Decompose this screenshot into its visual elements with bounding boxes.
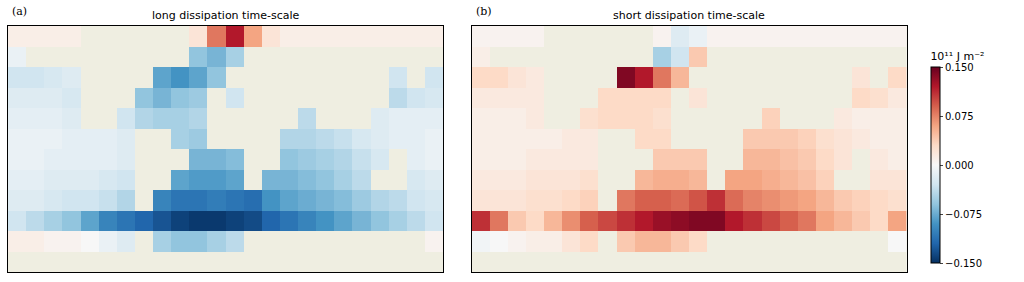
svg-text:(b): (b) — [476, 5, 492, 18]
svg-text:0.000: 0.000 — [945, 160, 974, 171]
svg-text:−0.075: −0.075 — [945, 209, 982, 220]
svg-text:short dissipation time-scale: short dissipation time-scale — [613, 9, 765, 22]
svg-text:0.075: 0.075 — [945, 111, 974, 122]
svg-text:−0.150: −0.150 — [945, 258, 982, 269]
svg-text:10¹¹ J m⁻²: 10¹¹ J m⁻² — [930, 50, 984, 63]
svg-text:long dissipation time-scale: long dissipation time-scale — [152, 9, 299, 22]
svg-text:(a): (a) — [12, 5, 27, 18]
svg-text:0.150: 0.150 — [945, 62, 974, 73]
